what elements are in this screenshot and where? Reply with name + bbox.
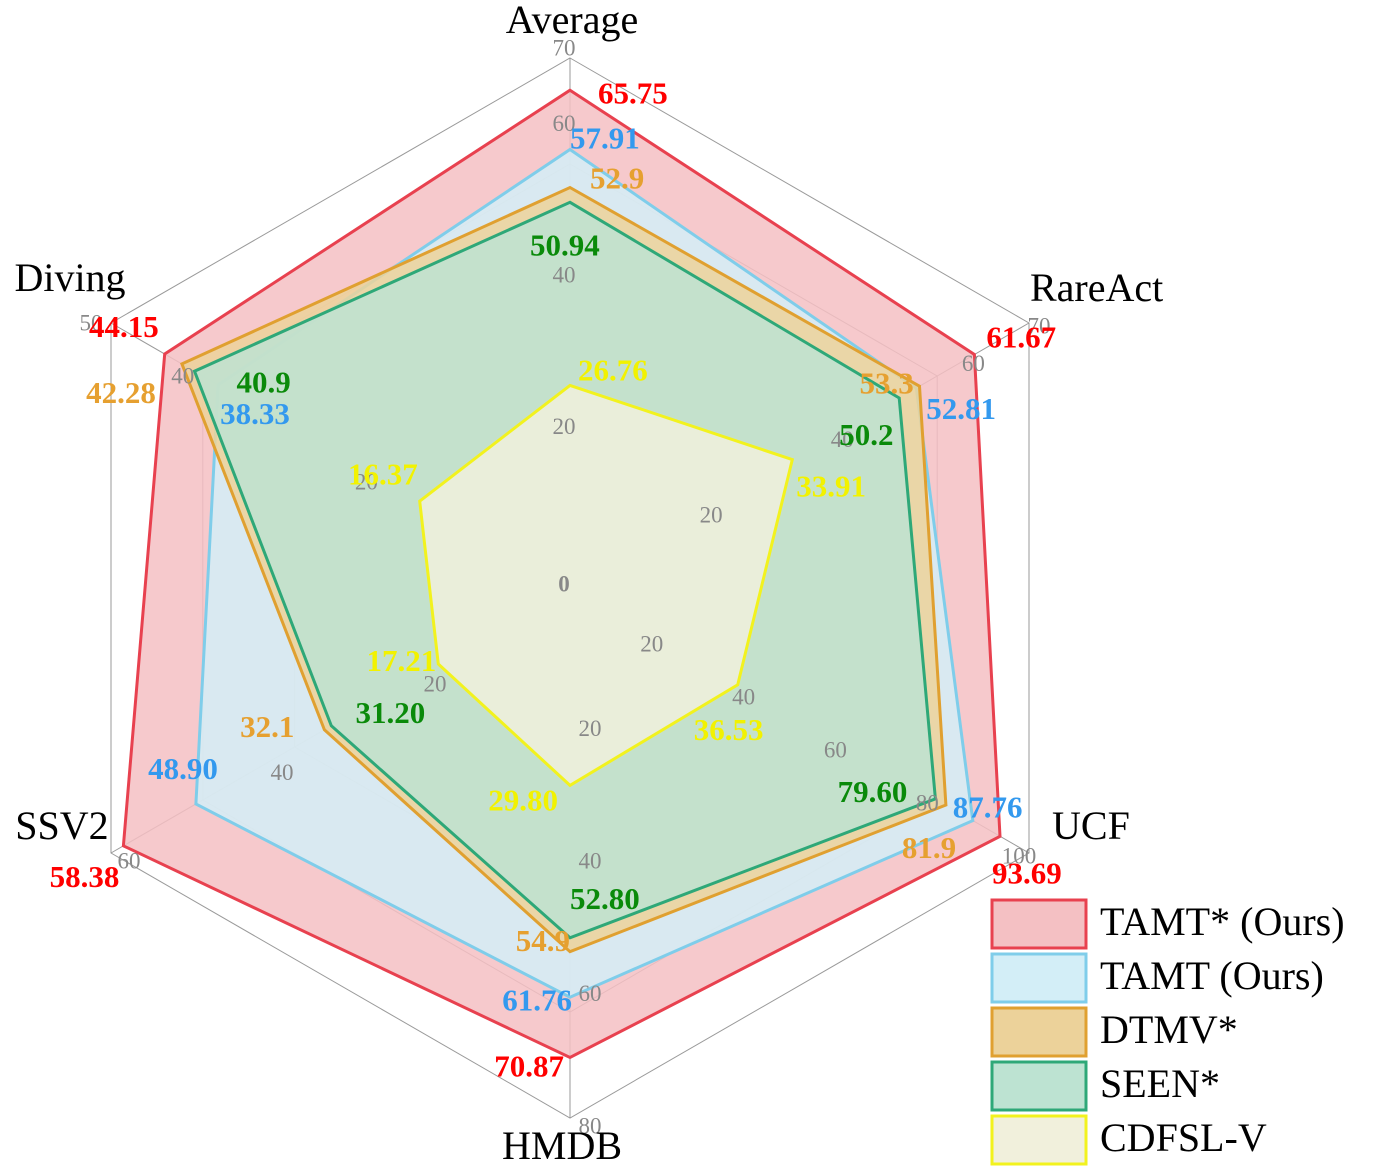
tick-label: 20	[700, 503, 723, 528]
legend-swatch	[990, 1060, 1088, 1112]
legend-swatch	[990, 1114, 1088, 1166]
value-label: 26.76	[578, 353, 648, 388]
value-label: 57.91	[570, 121, 640, 156]
legend-label: SEEN*	[1100, 1061, 1220, 1106]
value-label: 87.76	[953, 790, 1023, 825]
value-label: 52.9	[590, 161, 644, 196]
tick-label: 20	[640, 631, 663, 656]
tick-label: 40	[579, 848, 602, 873]
tick-label: 40	[171, 363, 194, 388]
value-label: 61.67	[986, 320, 1056, 355]
value-labels: 65.75 61.67 93.69 70.87 58.38 44.15 57.91 52.81…	[50, 75, 1062, 1083]
value-label: 50.94	[530, 227, 600, 262]
tick-label: 0	[558, 571, 570, 596]
tick-label: 60	[553, 111, 576, 136]
axis-title: Average	[506, 0, 639, 42]
value-label: 93.69	[992, 855, 1062, 890]
axis-titles: Average RareAct UCF HMDB SSV2 Diving	[14, 0, 1163, 1168]
tick-label: 70	[553, 35, 576, 60]
value-label: 61.76	[502, 982, 572, 1017]
value-label: 31.20	[356, 695, 426, 730]
legend-swatch	[990, 952, 1088, 1004]
value-label: 32.1	[240, 709, 294, 744]
value-label: 65.75	[598, 75, 668, 110]
axis-title: SSV2	[15, 803, 108, 848]
value-label: 70.87	[494, 1049, 564, 1084]
value-label: 17.21	[367, 643, 437, 678]
tick-label: 20	[424, 672, 447, 697]
tick-label: 40	[271, 760, 294, 785]
tick-label: 60	[962, 351, 985, 376]
legend-label: TAMT* (Ours)	[1100, 899, 1345, 944]
tick-label: 70	[1028, 313, 1051, 338]
series-cdfsl-v	[418, 383, 795, 788]
tick-label: 60	[579, 981, 602, 1006]
tick-label: 20	[553, 414, 576, 439]
value-label: 50.2	[839, 417, 893, 452]
tick-label: 20	[355, 469, 378, 494]
value-label: 42.28	[86, 375, 156, 410]
axis-title: RareAct	[1030, 265, 1163, 310]
tick-label: 50	[80, 310, 103, 335]
value-label: 54.9	[516, 923, 570, 958]
value-label: 81.9	[902, 830, 956, 865]
tick-label: 60	[118, 848, 141, 873]
tick-label: 80	[916, 790, 939, 815]
value-label: 53.3	[860, 365, 914, 400]
value-label: 40.9	[237, 364, 291, 399]
radar-series	[121, 88, 1002, 1060]
value-label: 16.37	[348, 456, 418, 491]
value-label: 52.81	[926, 391, 996, 426]
value-label: 48.90	[148, 751, 218, 786]
tick-label: 100	[1002, 843, 1037, 868]
value-label: 52.80	[570, 881, 640, 916]
value-label: 44.15	[89, 309, 159, 344]
tick-label: 80	[579, 1113, 602, 1138]
legend-label: DTMV*	[1100, 1007, 1238, 1052]
legend-label: CDFSL-V	[1100, 1115, 1267, 1160]
axis-title: HMDB	[502, 1123, 622, 1168]
value-label: 79.60	[838, 774, 908, 809]
legend-swatch	[990, 1006, 1088, 1058]
value-label: 58.38	[50, 859, 120, 894]
legend: TAMT* (Ours) TAMT (Ours) DTMV* SEEN* CDFSL-V	[990, 898, 1345, 1166]
tick-label: 20	[579, 716, 602, 741]
tick-label: 60	[824, 737, 847, 762]
value-label: 38.33	[220, 396, 290, 431]
tick-labels: 0 20 40 60 70 20 40 60 70 20 40 60 80 100 20 40 60 80 20 40…	[80, 35, 1051, 1138]
tick-label: 40	[831, 427, 854, 452]
legend-swatch	[990, 898, 1088, 950]
axis-title: UCF	[1052, 803, 1130, 848]
tick-label: 40	[732, 684, 755, 709]
value-label: 29.80	[488, 783, 558, 818]
value-label: 33.91	[796, 469, 866, 504]
legend-label: TAMT (Ours)	[1100, 953, 1324, 998]
axis-title: Diving	[14, 255, 125, 300]
value-label: 36.53	[694, 712, 764, 747]
tick-label: 40	[553, 262, 576, 287]
